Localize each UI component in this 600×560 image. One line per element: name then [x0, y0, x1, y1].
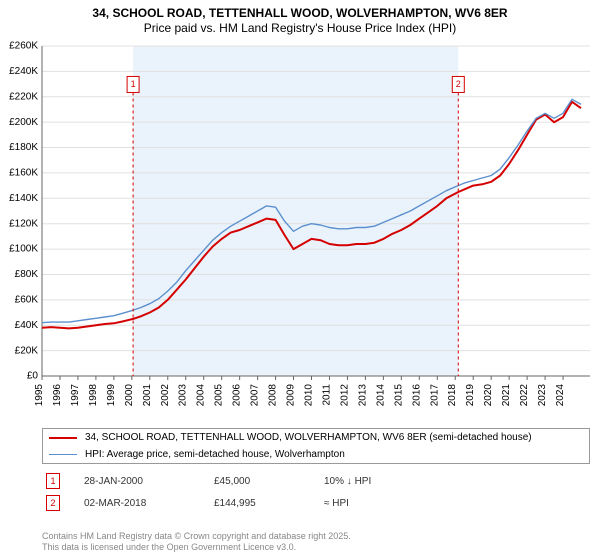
- svg-text:1996: 1996: [52, 384, 63, 407]
- svg-text:£60K: £60K: [15, 294, 39, 305]
- legend-swatch-property: [49, 437, 77, 439]
- svg-text:2000: 2000: [124, 384, 135, 407]
- svg-text:2003: 2003: [178, 384, 189, 407]
- svg-text:2005: 2005: [214, 384, 225, 407]
- svg-text:2024: 2024: [555, 384, 566, 407]
- svg-text:2007: 2007: [250, 384, 261, 407]
- chart-area: £0 £20K £40K £60K £80K £100K £120K £140K £160K £1…: [0, 40, 600, 420]
- svg-text:2008: 2008: [268, 384, 279, 407]
- chart-title-line2: Price paid vs. HM Land Registry's House …: [0, 21, 600, 36]
- svg-text:£120K: £120K: [9, 218, 38, 229]
- footer-attribution: Contains HM Land Registry data © Crown c…: [42, 531, 351, 554]
- svg-text:£100K: £100K: [9, 244, 38, 255]
- svg-text:2020: 2020: [483, 384, 494, 407]
- svg-text:£220K: £220K: [9, 91, 38, 102]
- svg-text:2001: 2001: [142, 384, 153, 407]
- svg-text:2: 2: [456, 79, 461, 89]
- svg-text:2014: 2014: [375, 384, 386, 407]
- svg-text:2012: 2012: [339, 384, 350, 407]
- footer-line1: Contains HM Land Registry data © Crown c…: [42, 531, 351, 543]
- marker-table: 1 28-JAN-2000 £45,000 10% ↓ HPI 2 02-MAR…: [42, 470, 588, 514]
- marker-date-1: 28-JAN-2000: [84, 476, 214, 487]
- svg-text:£240K: £240K: [9, 66, 38, 77]
- legend-row-hpi: HPI: Average price, semi-detached house,…: [43, 446, 589, 463]
- svg-text:2021: 2021: [501, 384, 512, 407]
- svg-text:1997: 1997: [70, 384, 81, 407]
- svg-text:£260K: £260K: [9, 41, 38, 52]
- svg-text:£80K: £80K: [15, 269, 39, 280]
- svg-text:£0: £0: [27, 371, 39, 382]
- svg-text:£200K: £200K: [9, 117, 38, 128]
- svg-text:2011: 2011: [321, 384, 332, 406]
- marker-row-2: 2 02-MAR-2018 £144,995 ≈ HPI: [42, 492, 588, 514]
- legend-row-property: 34, SCHOOL ROAD, TETTENHALL WOOD, WOLVER…: [43, 429, 589, 446]
- line-chart-svg: £0 £20K £40K £60K £80K £100K £120K £140K £160K £1…: [0, 40, 600, 420]
- svg-text:2013: 2013: [357, 384, 368, 407]
- legend-label-hpi: HPI: Average price, semi-detached house,…: [85, 449, 345, 460]
- svg-text:£140K: £140K: [9, 193, 38, 204]
- marker-price-1: £45,000: [214, 476, 324, 487]
- marker-price-2: £144,995: [214, 498, 324, 509]
- svg-text:£20K: £20K: [15, 345, 39, 356]
- svg-text:1: 1: [131, 79, 136, 89]
- svg-text:£40K: £40K: [15, 320, 39, 331]
- marker-date-2: 02-MAR-2018: [84, 498, 214, 509]
- marker-delta-1: 10% ↓ HPI: [324, 476, 434, 487]
- svg-text:2018: 2018: [447, 384, 458, 407]
- svg-text:2006: 2006: [232, 384, 243, 407]
- svg-text:£160K: £160K: [9, 168, 38, 179]
- footer-line2: This data is licensed under the Open Gov…: [42, 542, 351, 554]
- svg-text:2010: 2010: [304, 384, 315, 407]
- legend-swatch-hpi: [49, 454, 77, 455]
- svg-text:2002: 2002: [160, 384, 171, 407]
- svg-text:2022: 2022: [519, 384, 530, 407]
- svg-text:2009: 2009: [286, 384, 297, 407]
- svg-text:2023: 2023: [537, 384, 548, 407]
- legend-label-property: 34, SCHOOL ROAD, TETTENHALL WOOD, WOLVER…: [85, 432, 532, 443]
- svg-text:1995: 1995: [34, 384, 45, 407]
- marker-delta-2: ≈ HPI: [324, 498, 434, 509]
- chart-title-block: 34, SCHOOL ROAD, TETTENHALL WOOD, WOLVER…: [0, 0, 600, 36]
- chart-title-line1: 34, SCHOOL ROAD, TETTENHALL WOOD, WOLVER…: [0, 6, 600, 21]
- svg-text:2004: 2004: [196, 384, 207, 407]
- marker-badge-1: 1: [46, 473, 60, 489]
- svg-text:£180K: £180K: [9, 142, 38, 153]
- svg-text:2017: 2017: [429, 384, 440, 407]
- marker-badge-2: 2: [46, 495, 60, 511]
- svg-text:2019: 2019: [465, 384, 476, 407]
- legend-box: 34, SCHOOL ROAD, TETTENHALL WOOD, WOLVER…: [42, 428, 590, 464]
- svg-text:1999: 1999: [106, 384, 117, 407]
- svg-text:2015: 2015: [393, 384, 404, 407]
- svg-text:2016: 2016: [411, 384, 422, 407]
- svg-text:1998: 1998: [88, 384, 99, 407]
- marker-row-1: 1 28-JAN-2000 £45,000 10% ↓ HPI: [42, 470, 588, 492]
